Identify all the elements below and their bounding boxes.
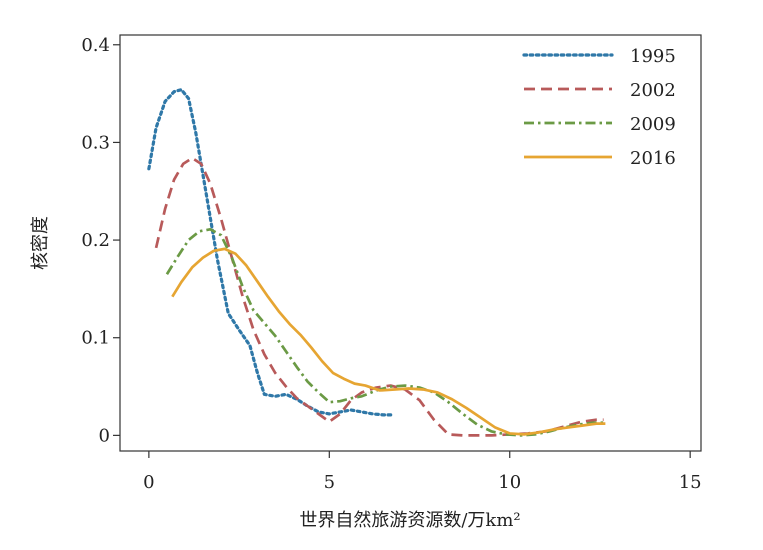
y-tick-label: 0.2 (81, 230, 110, 251)
series-layer (147, 88, 606, 437)
y-tick-label: 0 (99, 425, 110, 446)
legend-label-2016: 2016 (630, 148, 676, 169)
y-axis-ticks: 0 0.1 0.2 0.3 0.4 (81, 35, 120, 446)
x-tick-label: 10 (498, 472, 521, 493)
y-axis-label: 核密度 (30, 216, 51, 270)
x-axis-label: 世界自然旅游资源数/万km² (299, 510, 520, 531)
series-line-1995 (147, 88, 395, 417)
legend-label-2002: 2002 (630, 80, 676, 101)
x-tick-label: 15 (679, 472, 702, 493)
plot-frame (119, 34, 702, 452)
y-tick-label: 0.3 (81, 132, 110, 153)
series-line-2009 (165, 227, 604, 437)
x-axis-ticks: 0 5 10 15 (143, 451, 702, 493)
x-tick-label: 5 (324, 472, 335, 493)
series-line-2016 (171, 247, 606, 436)
x-tick-label: 0 (143, 472, 154, 493)
series-line-2002 (154, 156, 604, 437)
y-tick-label: 0.4 (81, 35, 110, 56)
legend-label-1995: 1995 (630, 46, 676, 67)
y-tick-label: 0.1 (81, 328, 110, 349)
legend-label-2009: 2009 (630, 114, 676, 135)
legend: 1995 2002 2009 2016 (522, 46, 676, 169)
